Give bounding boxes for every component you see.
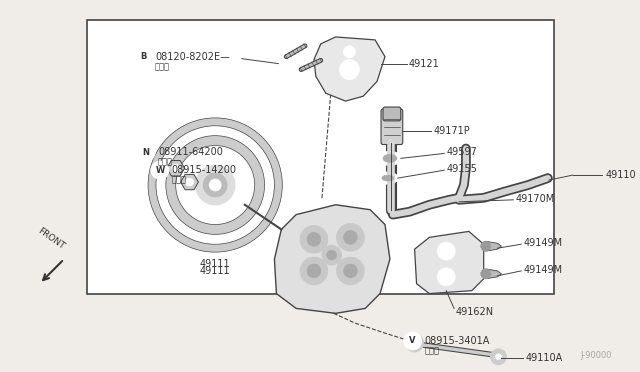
Text: B: B	[140, 52, 147, 61]
Circle shape	[411, 339, 419, 347]
Circle shape	[344, 230, 357, 244]
Ellipse shape	[378, 172, 398, 184]
Circle shape	[344, 264, 357, 278]
Text: 49162N: 49162N	[456, 307, 494, 317]
Circle shape	[195, 165, 235, 205]
Circle shape	[186, 178, 193, 186]
Text: 49121: 49121	[409, 59, 440, 68]
Circle shape	[172, 164, 180, 172]
Polygon shape	[275, 205, 390, 313]
Polygon shape	[167, 161, 184, 176]
Circle shape	[337, 224, 364, 251]
Circle shape	[307, 232, 321, 246]
Text: 08120-8202E—: 08120-8202E—	[155, 52, 230, 62]
Circle shape	[327, 250, 337, 260]
Circle shape	[437, 268, 455, 286]
Polygon shape	[415, 231, 484, 294]
Ellipse shape	[383, 154, 397, 162]
Text: 49149M: 49149M	[523, 265, 563, 275]
Bar	[87, 20, 554, 294]
Text: 49110: 49110	[605, 170, 636, 180]
Circle shape	[344, 46, 355, 58]
Text: 49171P: 49171P	[433, 126, 470, 136]
Circle shape	[404, 332, 422, 350]
Text: 08911-64200: 08911-64200	[158, 147, 223, 157]
Ellipse shape	[379, 151, 401, 165]
Text: J-90000: J-90000	[580, 351, 612, 360]
Polygon shape	[314, 37, 385, 101]
Text: 49597: 49597	[446, 147, 477, 157]
Polygon shape	[180, 174, 198, 190]
Circle shape	[204, 173, 227, 197]
Text: （１）: （１）	[158, 158, 173, 167]
Circle shape	[307, 264, 321, 278]
Text: 08915-14200: 08915-14200	[172, 165, 237, 175]
Circle shape	[322, 245, 342, 265]
Text: 49149M: 49149M	[523, 238, 563, 248]
Circle shape	[437, 242, 455, 260]
Text: N: N	[143, 148, 150, 157]
Ellipse shape	[382, 175, 394, 181]
Circle shape	[137, 144, 155, 161]
Text: 49111: 49111	[200, 259, 230, 269]
Text: V: V	[410, 337, 416, 346]
Circle shape	[134, 48, 152, 65]
Polygon shape	[486, 241, 502, 251]
Text: 〈２〉: 〈２〉	[155, 62, 170, 71]
Text: （１）: （１）	[424, 346, 440, 355]
Circle shape	[148, 118, 282, 252]
Polygon shape	[486, 269, 502, 279]
Text: W: W	[156, 166, 164, 175]
Text: （１）: （１）	[172, 176, 187, 185]
Text: 49170M: 49170M	[515, 194, 554, 204]
Text: 08915-3401A: 08915-3401A	[424, 336, 490, 346]
Circle shape	[300, 225, 328, 253]
FancyBboxPatch shape	[383, 107, 401, 121]
FancyBboxPatch shape	[381, 109, 403, 145]
Circle shape	[300, 257, 328, 285]
Circle shape	[209, 179, 221, 191]
Text: FRONT: FRONT	[36, 226, 67, 251]
Wedge shape	[148, 118, 282, 252]
Circle shape	[491, 349, 506, 365]
Circle shape	[406, 334, 424, 352]
Circle shape	[151, 161, 169, 179]
Circle shape	[495, 354, 502, 360]
Circle shape	[337, 257, 364, 285]
Circle shape	[340, 60, 359, 79]
Wedge shape	[166, 136, 264, 234]
Text: 49111: 49111	[200, 266, 230, 276]
Circle shape	[481, 241, 491, 251]
Text: 49110A: 49110A	[525, 353, 563, 363]
Circle shape	[481, 269, 491, 279]
Text: 49155: 49155	[446, 164, 477, 174]
